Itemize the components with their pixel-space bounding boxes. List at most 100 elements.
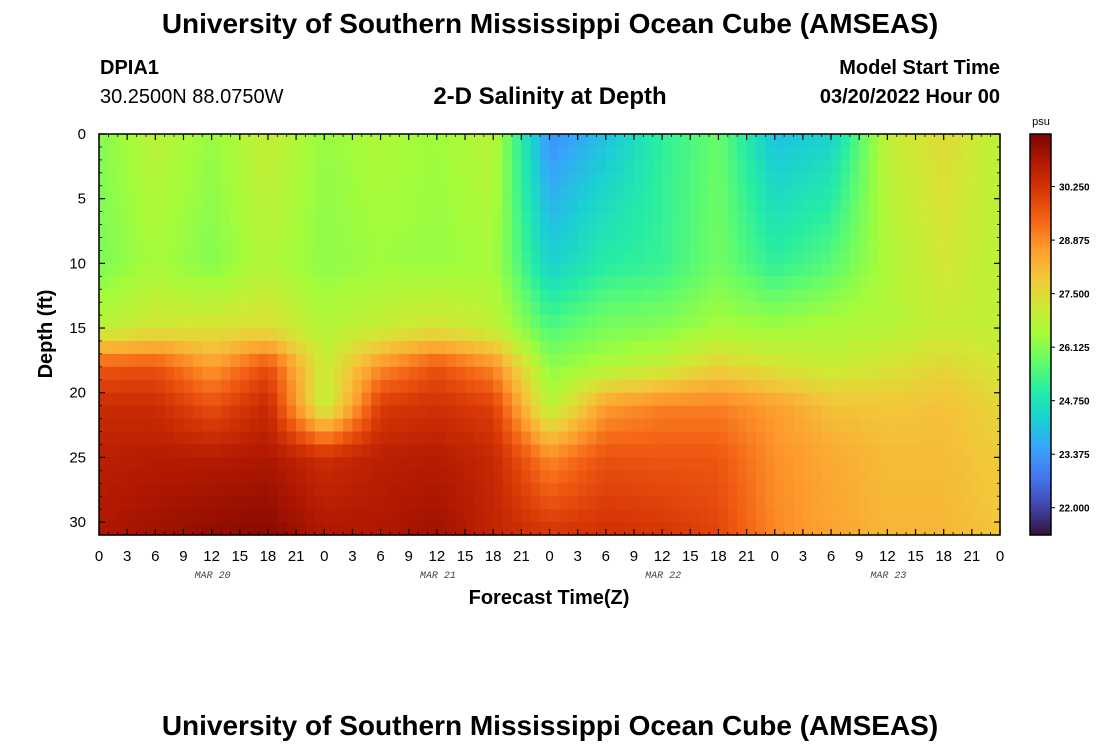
heatmap-cell [230,302,241,316]
heatmap-cell [558,392,569,407]
heatmap-cell [324,185,335,200]
heatmap-cell [202,198,213,213]
heatmap-cell [831,289,842,303]
heatmap-cell [436,340,447,355]
heatmap-cell [906,496,917,510]
heatmap-cell [399,302,410,316]
heatmap-cell [371,496,382,510]
heatmap-cell [333,509,344,523]
heatmap-cell [849,522,860,536]
heatmap-cell [727,470,738,484]
heatmap-cell [765,289,776,303]
heatmap-cell [793,134,804,148]
heatmap-cell [577,444,588,458]
heatmap-cell [671,302,682,316]
heatmap-cell [493,172,504,187]
heatmap-cell [314,302,325,316]
heatmap-cell [502,392,513,407]
heatmap-cell [821,211,832,226]
heatmap-cell [727,146,738,161]
heatmap-cell [530,172,541,187]
heatmap-cell [474,250,485,264]
heatmap-cell [465,146,476,161]
heatmap-cell [192,134,203,148]
heatmap-cell [868,418,879,433]
heatmap-cell [380,418,391,433]
heatmap-cell [333,289,344,303]
heatmap-cell [605,328,616,342]
heatmap-cell [99,198,109,213]
heatmap-cell [877,431,888,446]
heatmap-cell [643,134,654,148]
heatmap-cell [568,302,579,316]
heatmap-cell [277,315,288,329]
heatmap-cell [371,146,382,161]
heatmap-cell [324,250,335,264]
heatmap-cell [896,470,907,484]
heatmap-cell [296,405,307,420]
heatmap-cell [643,250,654,264]
heatmap-cell [427,159,438,174]
heatmap-cell [652,185,663,200]
heatmap-cell [389,185,400,200]
heatmap-cell [333,172,344,187]
heatmap-cell [211,379,222,394]
heatmap-cell [577,509,588,523]
heatmap-cell [859,496,870,510]
heatmap-cell [840,340,851,355]
heatmap-cell [399,146,410,161]
heatmap-cell [239,509,250,523]
heatmap-cell [915,392,926,407]
heatmap-cell [174,276,185,290]
heatmap-cell [652,263,663,277]
heatmap-cell [652,302,663,316]
heatmap-cell [221,185,231,200]
heatmap-cell [990,483,1001,497]
heatmap-cell [99,146,109,161]
heatmap-cell [821,457,832,471]
heatmap-cell [427,315,438,329]
heatmap-cell [793,302,804,316]
heatmap-cell [239,392,250,407]
heatmap-cell [549,328,560,342]
heatmap-cell [267,315,278,329]
heatmap-cell [117,315,128,329]
heatmap-cell [821,276,832,290]
heatmap-cell [915,405,926,420]
heatmap-cell [990,263,1001,277]
heatmap-cell [221,302,231,316]
heatmap-cell [962,470,973,484]
heatmap-cell [906,379,917,394]
heatmap-cell [662,198,673,213]
heatmap-cell [145,353,156,368]
x-tick-label: 9 [630,548,638,565]
heatmap-cell [511,392,522,407]
heatmap-cell [314,418,325,433]
heatmap-cell [690,134,701,148]
heatmap-cell [755,509,766,523]
heatmap-cell [127,431,138,446]
heatmap-cell [821,405,832,420]
heatmap-cell [877,418,888,433]
heatmap-cell [802,159,813,174]
heatmap-cell [840,431,851,446]
heatmap-cell [699,211,710,226]
heatmap-cell [343,509,354,523]
heatmap-cell [511,146,522,161]
heatmap-cell [483,289,494,303]
heatmap-cell [399,379,410,394]
heatmap-cell [239,263,250,277]
heatmap-cell [831,302,842,316]
heatmap-cell [662,250,673,264]
heatmap-cell [239,276,250,290]
heatmap-cell [296,483,307,497]
heatmap-cell [286,237,297,252]
heatmap-cell [343,470,354,484]
heatmap-cell [981,250,992,264]
heatmap-cell [652,405,663,420]
heatmap-cell [699,444,710,458]
heatmap-cell [859,366,870,381]
heatmap-cell [314,457,325,471]
heatmap-cell [380,483,391,497]
heatmap-cell [652,172,663,187]
